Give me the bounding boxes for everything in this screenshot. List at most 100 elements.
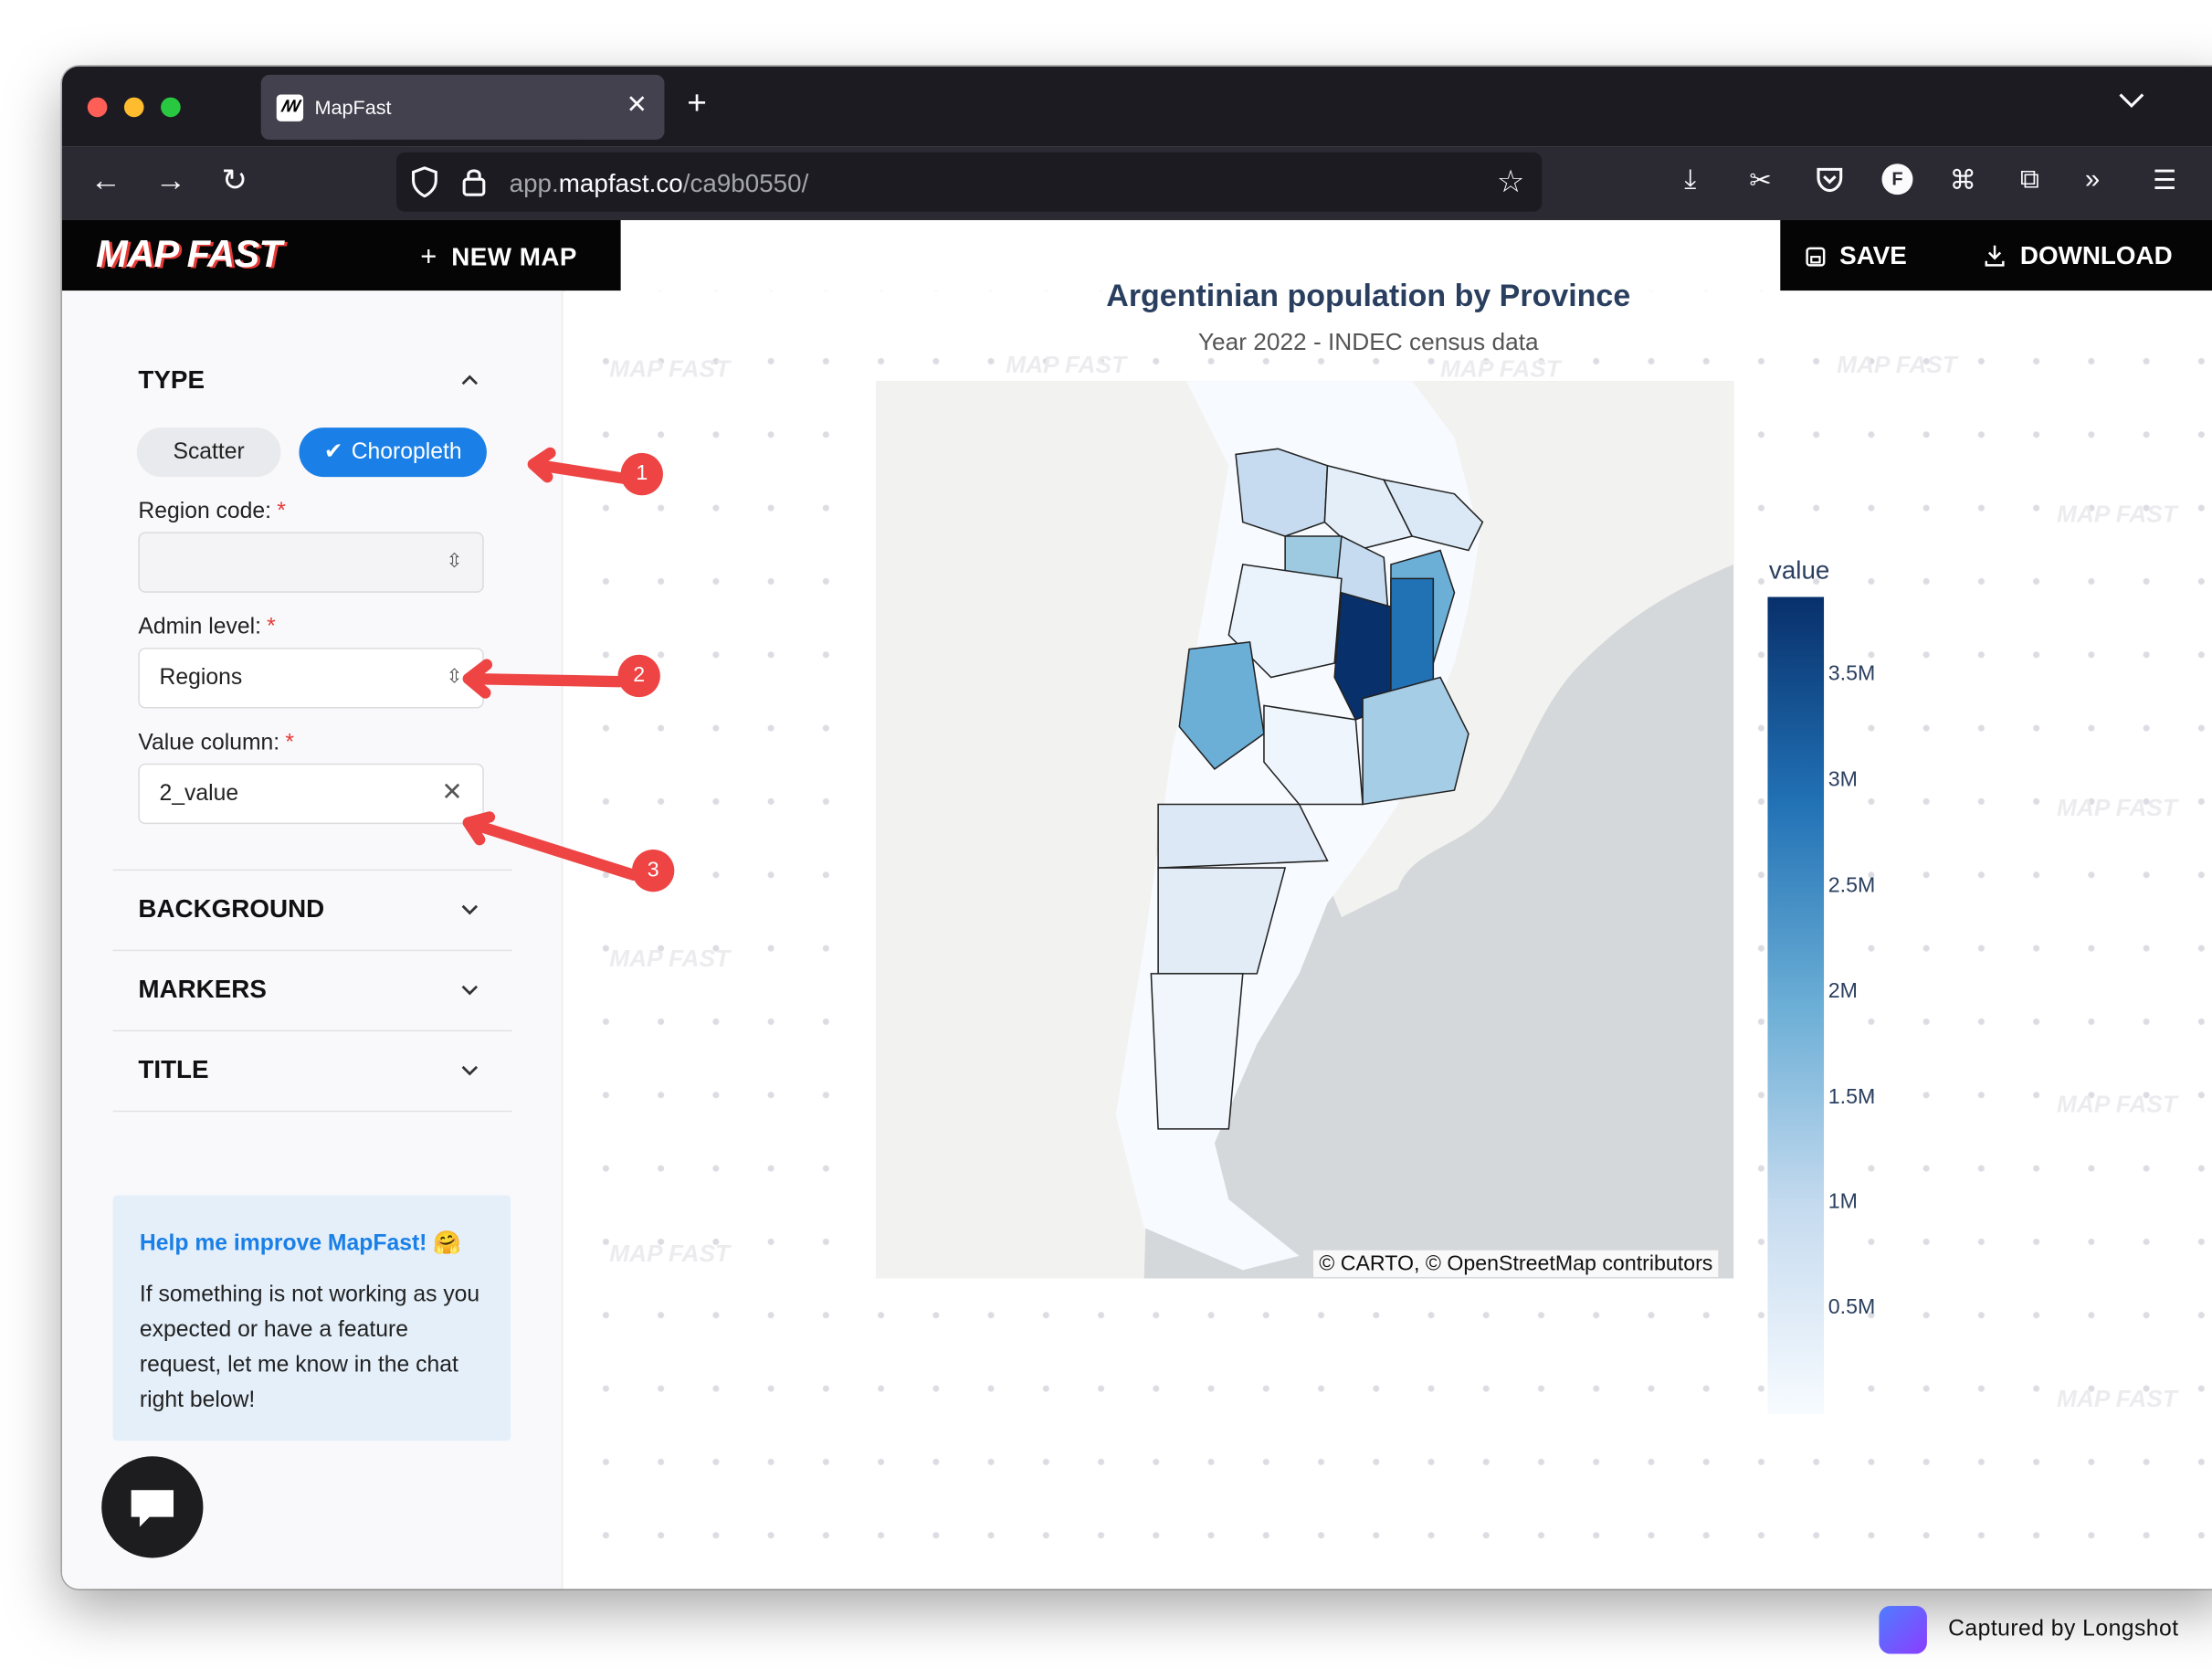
translate-icon[interactable]: ⌘ [1949,166,1976,196]
province-la-pampa[interactable] [1263,704,1364,806]
region-code-label: Region code: * [138,499,286,524]
value-column-label: Value column: * [138,731,294,755]
value-column-select[interactable]: 2_value ✕ [138,763,484,825]
capture-label: Captured by Longshot [1948,1617,2179,1642]
chevron-down-icon[interactable] [2119,90,2144,116]
watermark-text: MAP FAST [609,355,731,383]
back-icon[interactable]: ← [90,162,121,198]
watermark-text: MAP FAST [2057,1385,2177,1413]
maximize-window-button[interactable] [161,97,181,118]
colorbar [1767,596,1825,1414]
up-down-chevron-icon: ⇳ [446,664,463,688]
province-chubut[interactable] [1157,867,1287,975]
chevron-down-icon[interactable] [460,1059,480,1082]
overflow-icon[interactable]: » [2084,164,2101,195]
chat-button[interactable] [101,1456,204,1558]
annotation-arrows [462,447,639,881]
new-map-button[interactable]: + NEW MAP [420,241,577,273]
colorbar-tick-label: 2.5M [1828,873,1876,898]
section-divider [112,869,512,871]
colorbar-tick-label: 3M [1828,767,1858,792]
browser-window: ꟿ MapFast ✕ + ← → ↻ app.mapfast.co/ca9b0… [61,66,2212,1589]
help-box: Help me improve MapFast! 🤗 If something … [112,1195,511,1441]
watermark-text: MAP FAST [1440,355,1561,383]
watermark-text: MAP FAST [1837,351,1957,379]
account-icon[interactable]: F [1881,164,1913,195]
bookmark-star-icon[interactable]: ☆ [1496,164,1525,199]
annotation-arrow-1 [527,447,629,484]
chevron-down-icon[interactable] [460,897,480,920]
browser-tab[interactable]: ꟿ MapFast ✕ [260,74,665,140]
section-divider [112,1110,512,1113]
save-button[interactable]: SAVE [1806,241,1907,274]
close-window-button[interactable] [87,97,108,118]
province-buenos-aires[interactable] [1362,676,1469,806]
map-attribution: © CARTO, © OpenStreetMap contributors [1313,1250,1719,1278]
admin-level-label: Admin level: * [138,615,276,639]
colorbar-title: value [1768,555,1830,585]
extensions-icon[interactable]: ⧉ [2019,164,2039,195]
downloads-icon[interactable]: ⤓ [1684,164,1697,195]
colorbar-tick-label: 2M [1828,978,1858,1003]
app-header: MAP FAST + NEW MAP SAVE DOWNLOAD [61,219,2212,291]
menu-icon[interactable]: ☰ [2153,166,2177,196]
browser-tabbar: ꟿ MapFast ✕ + [61,66,2212,147]
type-section-title[interactable]: TYPE [138,365,205,394]
check-icon: ✔ [323,439,343,465]
province-mendoza[interactable] [1178,641,1265,770]
province-la-rioja[interactable] [1227,564,1343,679]
watermark-text: MAP FAST [2057,794,2177,822]
tab-title: MapFast [314,96,392,119]
chat-icon [127,1486,178,1538]
screenshot-icon[interactable]: ✂ [1749,166,1772,196]
download-icon [1984,244,2007,273]
background-section-title[interactable]: BACKGROUND [138,894,325,924]
app-header-left: MAP FAST + NEW MAP [61,219,621,291]
chevron-up-icon[interactable] [460,368,480,391]
help-title: Help me improve MapFast! 🤗 [139,1231,462,1256]
new-tab-icon[interactable]: + [687,84,707,123]
url-text[interactable]: app.mapfast.co/ca9b0550/ [509,169,809,198]
watermark-text: MAP FAST [609,1240,731,1268]
region-code-select[interactable]: ⇳ [138,532,484,593]
province-north-central[interactable] [1323,464,1414,552]
plus-icon: + [420,241,437,273]
forward-icon[interactable]: → [154,162,186,198]
mapfast-logo[interactable]: MAP FAST [96,232,282,276]
province-santa-cruz[interactable] [1150,973,1244,1130]
reload-icon[interactable]: ↻ [221,162,248,198]
chart-subtitle: Year 2022 - INDEC census data [1197,328,1539,356]
mapfast-favicon-icon: ꟿ [276,94,304,121]
pocket-icon[interactable] [1816,165,1844,202]
watermark-text: MAP FAST [1006,351,1127,379]
browser-navbar: ← → ↻ app.mapfast.co/ca9b0550/ ☆ ⤓ ✂ F ⌘… [61,146,2212,220]
chart-title: Argentinian population by Province [1106,278,1631,313]
annotation-arrow-2 [462,659,626,699]
url-bar[interactable]: app.mapfast.co/ca9b0550/ ☆ [396,152,1543,212]
section-divider [112,949,512,952]
title-section-title[interactable]: TITLE [138,1055,209,1084]
colorbar-tick-label: 0.5M [1828,1295,1876,1320]
clear-icon[interactable]: ✕ [441,777,463,807]
choropleth-type-button[interactable]: ✔ Choropleth [299,428,487,478]
tab-close-icon[interactable]: ✕ [626,90,648,119]
markers-section-title[interactable]: MARKERS [138,975,267,1004]
chevron-down-icon[interactable] [460,978,480,1001]
province-rio-negro[interactable] [1157,803,1329,869]
shield-icon[interactable] [410,166,438,206]
watermark-text: MAP FAST [2057,1091,2177,1118]
lock-icon[interactable] [461,166,487,206]
app-header-right: SAVE DOWNLOAD [1780,219,2212,291]
settings-sidebar: TYPE Scatter ✔ Choropleth Region code: * ⇳… [61,290,564,1589]
minimize-window-button[interactable] [123,97,144,118]
province-northeast[interactable] [1382,479,1484,552]
scatter-type-button[interactable]: Scatter [136,428,281,478]
choropleth-map[interactable] [876,381,1734,1279]
download-button[interactable]: DOWNLOAD [1984,241,2173,274]
colorbar-tick-label: 1.5M [1828,1084,1876,1109]
land-area [876,381,1734,1279]
admin-level-select[interactable]: Regions ⇳ [138,648,484,709]
annotation-badge-1: 1 [620,452,663,496]
watermark-text: MAP FAST [609,945,731,973]
value-column-value: 2_value [159,781,239,807]
